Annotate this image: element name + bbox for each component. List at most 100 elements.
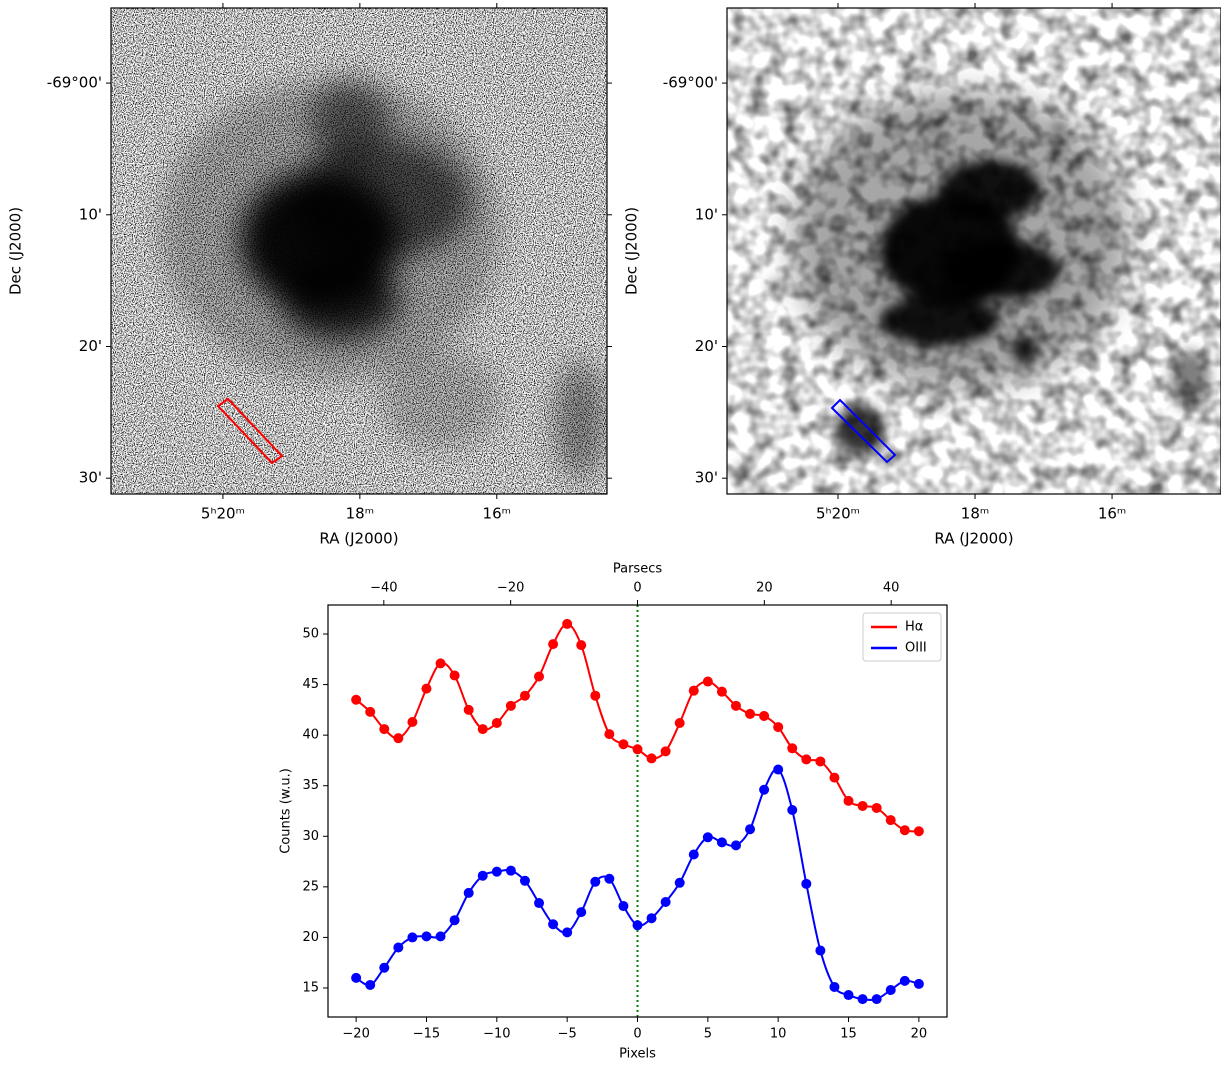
data-point	[899, 825, 910, 836]
data-point	[449, 915, 460, 926]
x-tick-label: 16ᵐ	[483, 505, 511, 523]
data-point	[801, 878, 812, 889]
data-point	[562, 618, 573, 629]
data-point	[674, 877, 685, 888]
data-point	[618, 901, 629, 912]
data-point	[365, 706, 376, 717]
y-tick-label: 25	[302, 879, 319, 894]
data-point	[829, 981, 840, 992]
data-point	[435, 931, 446, 942]
x-tick-label: −15	[413, 1027, 440, 1042]
data-point	[421, 931, 432, 942]
x-axis-label: RA (J2000)	[319, 530, 398, 548]
data-point	[871, 994, 882, 1005]
data-point	[407, 932, 418, 943]
x2-tick-label: 40	[883, 581, 900, 596]
data-point	[871, 802, 882, 813]
data-point	[548, 639, 559, 650]
y-tick-label: 40	[302, 728, 319, 743]
data-point	[674, 718, 685, 729]
data-point	[843, 990, 854, 1001]
data-point	[787, 804, 798, 815]
data-point	[885, 984, 896, 995]
data-point	[393, 733, 404, 744]
x-axis-label: RA (J2000)	[934, 530, 1013, 548]
y-tick-label: 30	[302, 829, 319, 844]
slit	[216, 397, 284, 465]
data-point	[899, 975, 910, 986]
data-point	[477, 870, 488, 881]
data-point	[759, 710, 770, 721]
data-point	[688, 849, 699, 860]
legend-box	[862, 612, 942, 662]
data-point	[843, 795, 854, 806]
data-point	[815, 945, 826, 956]
axes-frame	[327, 604, 948, 1018]
data-point	[660, 897, 671, 908]
data-point	[351, 694, 362, 705]
y-tick-label: 20	[302, 930, 319, 945]
data-point	[759, 784, 770, 795]
data-point	[632, 920, 643, 931]
y-tick-label: 10'	[79, 205, 102, 223]
data-point	[857, 800, 868, 811]
y-tick-label: -69°00'	[47, 74, 102, 92]
data-point	[351, 972, 362, 983]
data-point	[576, 640, 587, 651]
data-point	[773, 722, 784, 733]
data-point	[730, 840, 741, 851]
x-tick-label: 15	[840, 1027, 857, 1042]
data-point	[745, 824, 756, 835]
data-point	[773, 764, 784, 775]
data-point	[491, 718, 502, 729]
data-point	[801, 754, 812, 765]
x-tick-label: 18ᵐ	[346, 505, 374, 523]
image-halpha	[111, 8, 607, 494]
axes-frame	[110, 7, 608, 495]
data-point	[534, 671, 545, 682]
data-point	[857, 994, 868, 1005]
image-oiii	[727, 8, 1221, 494]
data-point	[435, 658, 446, 669]
data-point	[477, 724, 488, 735]
x-axis-label: Pixels	[619, 1047, 656, 1062]
data-point	[393, 942, 404, 953]
x-tick-label: 16ᵐ	[1098, 505, 1126, 523]
y-tick-label: -69°00'	[663, 74, 718, 92]
data-point	[576, 907, 587, 918]
data-point	[660, 746, 671, 757]
data-point	[590, 690, 601, 701]
y-axis-label: Counts (w.u.)	[279, 768, 294, 854]
data-point	[379, 962, 390, 973]
data-point	[463, 887, 474, 898]
data-point	[787, 743, 798, 754]
data-point	[505, 865, 516, 876]
x2-tick-label: 0	[633, 581, 641, 596]
data-point	[604, 729, 615, 740]
x2-tick-label: −40	[370, 581, 397, 596]
data-point	[646, 913, 657, 924]
legend-label: OIII	[905, 641, 927, 656]
y-tick-label: 10'	[695, 205, 718, 223]
data-point	[519, 690, 530, 701]
data-point	[505, 700, 516, 711]
data-point	[702, 676, 713, 687]
x-tick-label: 20	[911, 1027, 928, 1042]
legend-label: Hα	[905, 620, 923, 635]
data-point	[730, 700, 741, 711]
slit	[830, 398, 897, 464]
data-point	[590, 876, 601, 887]
data-point	[491, 866, 502, 877]
y-tick-label: 30'	[695, 469, 718, 487]
data-point	[604, 873, 615, 884]
data-point	[562, 927, 573, 938]
y-tick-label: 20'	[79, 337, 102, 355]
data-point	[632, 744, 643, 755]
y-tick-label: 20'	[695, 337, 718, 355]
data-point	[745, 708, 756, 719]
x-tick-label: 0	[633, 1027, 641, 1042]
x-tick-label: −5	[558, 1027, 577, 1042]
data-point	[688, 685, 699, 696]
data-point	[365, 979, 376, 990]
